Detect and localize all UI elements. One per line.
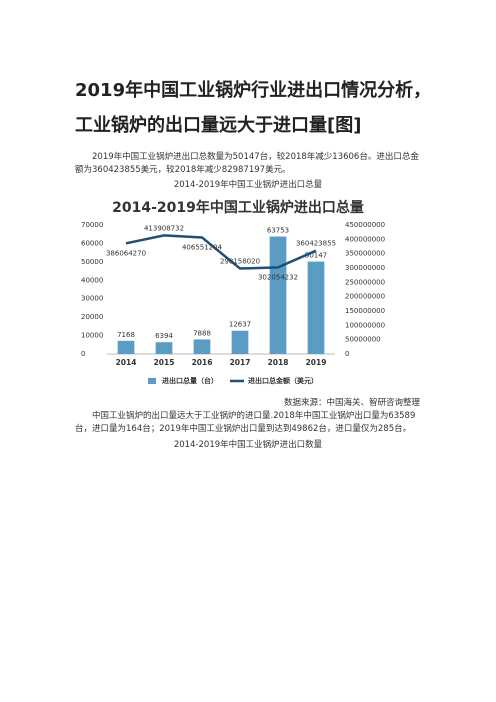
line-label: 386064270 [106, 249, 146, 257]
bar-label: 63753 [267, 227, 289, 235]
y2-tick-label: 50000000 [345, 336, 381, 344]
source: 数据来源：中国海关、智研咨询整理 [283, 398, 420, 408]
legend-swatch [148, 378, 156, 384]
bar [117, 340, 135, 354]
y2-tick-label: 150000000 [345, 307, 385, 315]
bar [193, 339, 211, 354]
paragraph: 中国工业锅炉的出口量远大于工业锅炉的进口量.2018年中国工业锅炉出口量为635… [75, 411, 416, 434]
y-tick-label: 30000 [81, 295, 103, 303]
line [125, 234, 317, 270]
chart-bg [78, 193, 388, 391]
line-label: 298158020 [220, 258, 260, 266]
bar [231, 330, 249, 354]
bar-label: 6394 [155, 332, 173, 340]
x-tick-label: 2016 [192, 358, 213, 367]
y2-tick-label: 100000000 [345, 321, 385, 329]
x-tick-label: 2015 [154, 358, 175, 367]
y-tick-label: 10000 [81, 332, 103, 340]
paragraph: 2019年中国工业锅炉进出口总数量为50147台，较2018年减少13606台。… [75, 152, 419, 175]
bar-label: 7888 [193, 329, 211, 337]
bar-label: 12637 [229, 321, 251, 329]
chart-title: 2014-2019年中国工业锅炉进出口总量 [112, 199, 364, 216]
line-label: 413908732 [144, 224, 184, 232]
x-tick-label: 2014 [116, 358, 137, 367]
y-tick-label: 40000 [81, 276, 103, 284]
line-label: 302054232 [258, 273, 298, 281]
y2-tick-label: 450000000 [345, 221, 385, 229]
caption: 2014-2019年中国工业锅炉进出口数量 [173, 440, 323, 450]
y-tick-label: 20000 [81, 313, 103, 321]
legend-label: 进出口总金额（美元） [248, 376, 318, 385]
y-tick-label: 0 [81, 350, 85, 358]
legend-label: 进出口总量（台） [162, 376, 218, 385]
y2-tick-label: 200000000 [345, 293, 385, 301]
x-tick-label: 2017 [230, 358, 251, 367]
bar [155, 342, 173, 354]
bar-label: 7168 [117, 331, 135, 339]
x-tick-label: 2019 [306, 358, 327, 367]
y2-tick-label: 400000000 [345, 235, 385, 243]
bar [307, 261, 325, 354]
bar [269, 236, 287, 354]
line-label: 406551204 [182, 243, 223, 251]
y2-tick-label: 250000000 [345, 278, 385, 286]
title-line: 工业锅炉的出口量远大于进口量[图] [75, 115, 362, 136]
title-line: 2019年中国工业锅炉行业进出口情况分析， [75, 80, 432, 101]
y-tick-label: 50000 [81, 258, 103, 266]
bar-label: 50147 [305, 252, 327, 260]
y2-tick-label: 0 [345, 350, 349, 358]
x-tick-label: 2018 [268, 358, 289, 367]
y2-tick-label: 300000000 [345, 264, 385, 272]
chart: 2014-2019年中国工业锅炉进出口总量 0 10000 20000 30000 40… [78, 193, 388, 391]
y2-tick-label: 350000000 [345, 250, 385, 258]
line-label: 360423855 [296, 240, 336, 248]
caption: 2014-2019年中国工业锅炉进出口总量 [173, 180, 323, 190]
y-tick-label: 70000 [81, 221, 103, 229]
y-tick-label: 60000 [81, 239, 103, 247]
